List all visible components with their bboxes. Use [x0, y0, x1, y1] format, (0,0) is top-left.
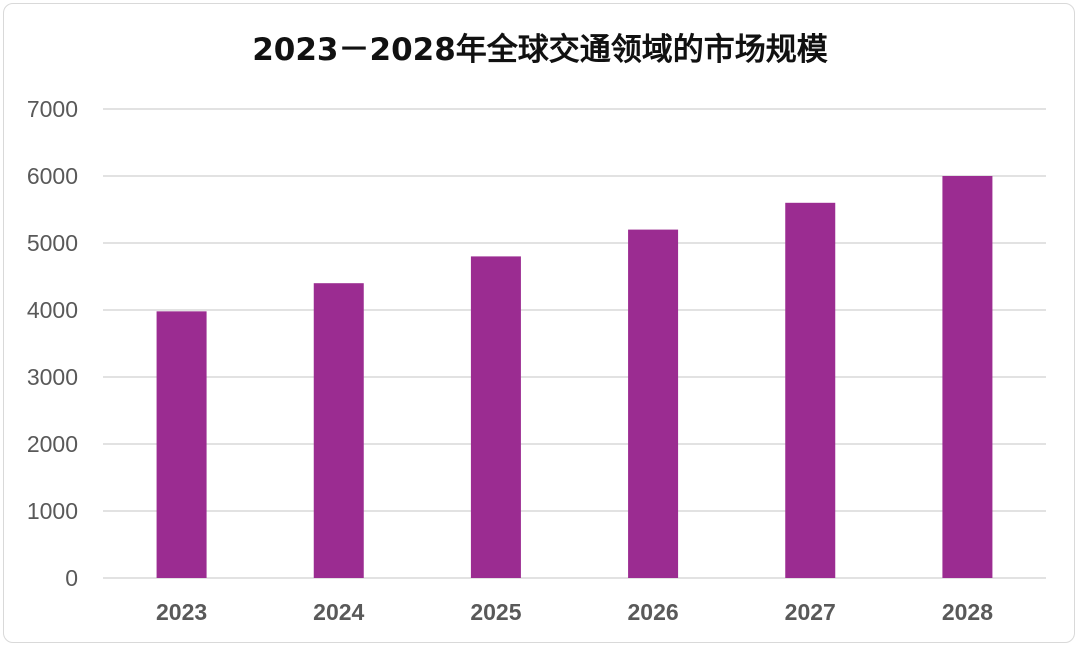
bar-2024	[313, 283, 364, 578]
bar-2026	[628, 229, 679, 578]
y-tick-label-6000: 6000	[27, 163, 78, 189]
chart-title: 2023－2028年全球交通领域的市场规模	[252, 32, 828, 68]
x-tick-label-2025: 2025	[470, 599, 521, 625]
x-axis-ticks: 2023 2024 2025 2026 2027 2028	[156, 599, 993, 625]
gridlines	[103, 108, 1046, 579]
bar-2025	[470, 256, 521, 578]
y-tick-label-5000: 5000	[27, 230, 78, 256]
x-tick-label-2026: 2026	[627, 599, 678, 625]
y-tick-label-7000: 7000	[27, 96, 78, 122]
y-tick-label-4000: 4000	[27, 297, 78, 323]
bar-2023	[156, 311, 207, 578]
y-tick-label-0: 0	[65, 565, 78, 591]
x-tick-label-2024: 2024	[313, 599, 364, 625]
y-tick-label-1000: 1000	[27, 498, 78, 524]
bar-2028	[942, 176, 993, 578]
y-tick-label-2000: 2000	[27, 431, 78, 457]
y-axis-ticks: 0 1000 2000 3000 4000 5000 6000 7000	[27, 96, 78, 591]
x-tick-label-2027: 2027	[785, 599, 836, 625]
x-tick-label-2028: 2028	[942, 599, 993, 625]
y-tick-label-3000: 3000	[27, 364, 78, 390]
bars	[156, 176, 993, 579]
x-tick-label-2023: 2023	[156, 599, 207, 625]
bar-2027	[785, 202, 836, 579]
